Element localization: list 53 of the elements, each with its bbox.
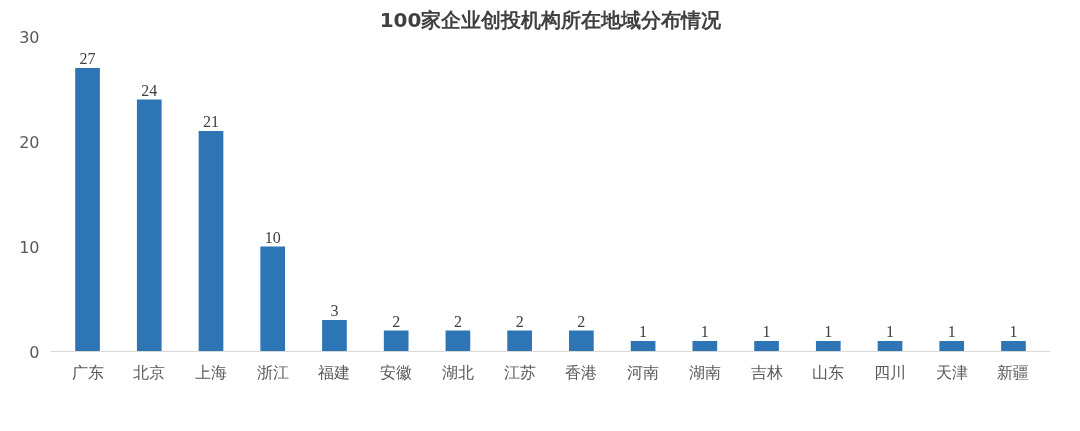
data-label: 2 bbox=[453, 312, 462, 330]
data-label: 1 bbox=[886, 323, 895, 340]
data-label: 27 bbox=[79, 50, 96, 67]
data-label: 1 bbox=[1009, 323, 1018, 340]
x-tick-label: 香港 bbox=[565, 362, 598, 382]
data-label: 2 bbox=[577, 312, 586, 330]
y-tick-label: 0 bbox=[29, 342, 40, 362]
x-tick-label: 北京 bbox=[133, 362, 166, 382]
data-label: 2 bbox=[515, 312, 524, 330]
bar bbox=[260, 246, 286, 352]
data-label: 21 bbox=[202, 113, 219, 130]
x-tick-label: 四川 bbox=[874, 362, 907, 382]
data-label: 24 bbox=[141, 81, 158, 99]
x-tick-label: 福建 bbox=[318, 362, 351, 382]
bar bbox=[630, 341, 656, 352]
data-label: 3 bbox=[330, 302, 339, 319]
data-label: 1 bbox=[639, 323, 648, 340]
bar bbox=[877, 341, 903, 352]
x-tick-label: 安徽 bbox=[380, 362, 413, 382]
x-tick-label: 江苏 bbox=[503, 362, 536, 382]
bar bbox=[507, 330, 532, 352]
x-tick-label: 湖南 bbox=[688, 362, 721, 382]
x-tick-label: 浙江 bbox=[256, 362, 289, 382]
data-label: 1 bbox=[762, 323, 771, 340]
bar bbox=[1001, 341, 1026, 352]
bar bbox=[198, 131, 224, 352]
y-tick-label: 10 bbox=[19, 237, 40, 257]
x-tick-label: 上海 bbox=[194, 362, 227, 382]
bar bbox=[445, 330, 471, 352]
bar bbox=[383, 330, 409, 352]
data-label: 10 bbox=[264, 228, 281, 246]
x-tick-label: 天津 bbox=[935, 362, 968, 382]
y-tick-label: 20 bbox=[19, 132, 40, 152]
bar bbox=[322, 320, 347, 352]
data-label: 1 bbox=[947, 323, 956, 340]
bar bbox=[136, 99, 162, 352]
x-tick-label: 湖北 bbox=[441, 362, 474, 382]
chart-title: 100家企业创投机构所在地域分布情况 bbox=[379, 7, 723, 32]
x-tick-label: 广东 bbox=[71, 362, 104, 382]
y-tick-label: 30 bbox=[19, 27, 40, 47]
bar bbox=[75, 68, 100, 352]
x-tick-label: 河南 bbox=[627, 362, 660, 382]
x-tick-label: 新疆 bbox=[997, 362, 1030, 382]
x-tick-label: 山东 bbox=[812, 362, 845, 382]
data-label: 1 bbox=[824, 323, 833, 340]
bar bbox=[754, 341, 779, 352]
data-label: 1 bbox=[700, 323, 709, 340]
x-tick-label: 吉林 bbox=[750, 362, 783, 382]
bar bbox=[569, 330, 594, 352]
bar bbox=[815, 341, 841, 352]
bar bbox=[939, 341, 965, 352]
data-label: 2 bbox=[392, 312, 401, 330]
bar bbox=[692, 341, 718, 352]
